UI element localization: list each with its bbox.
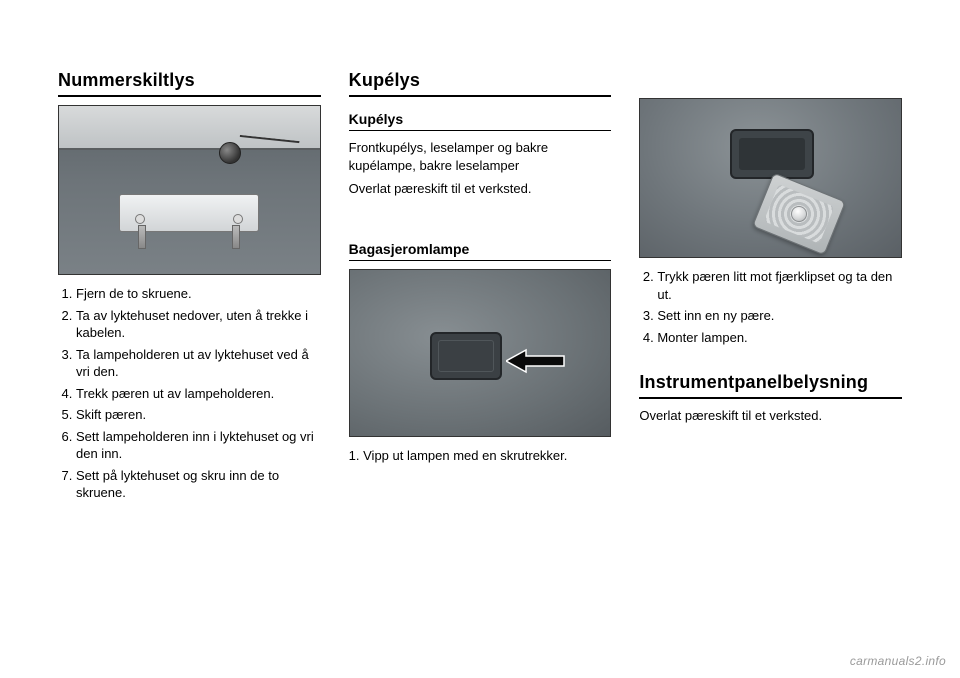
list-item: Sett inn en ny pære.	[657, 307, 902, 325]
col2-heading: Kupélys	[349, 70, 612, 97]
watermark: carmanuals2.info	[850, 654, 946, 668]
screw-icon	[135, 214, 145, 224]
col2-bottom-step: 1. Vipp ut lampen med en skrutrekker.	[349, 447, 612, 465]
arrow-icon	[506, 348, 566, 374]
lamp-lens	[119, 194, 259, 232]
body-paragraph: Overlat pæreskift til et verksted.	[639, 407, 902, 425]
body-paragraph: Overlat pæreskift til et verksted.	[349, 180, 612, 198]
col2-sub1-body: Frontkupélys, leselamper og bakre kupéla…	[349, 139, 612, 235]
column-2: Kupélys Kupélys Frontkupélys, leselamper…	[349, 70, 612, 630]
list-item: Trekk pæren ut av lampeholderen.	[76, 385, 321, 403]
column-1: Nummerskiltlys Fjern de to skruene. Ta a…	[58, 70, 321, 630]
body-paragraph: Frontkupélys, leselamper og bakre kupéla…	[349, 139, 612, 174]
figure-license-plate-light	[58, 105, 321, 275]
col1-heading: Nummerskiltlys	[58, 70, 321, 97]
list-item: Skift pæren.	[76, 406, 321, 424]
list-item: Fjern de to skruene.	[76, 285, 321, 303]
list-item: Ta av lyktehuset nedover, uten å trekke …	[76, 307, 321, 342]
screw-icon	[233, 214, 243, 224]
lamp-cavity-icon	[730, 129, 814, 179]
list-item: Sett lampeholderen inn i lyktehuset og v…	[76, 428, 321, 463]
list-item: Sett på lyktehuset og skru inn de to skr…	[76, 467, 321, 502]
column-3: Trykk pæren litt mot fjærklipset og ta d…	[639, 70, 902, 630]
arrow-polygon	[506, 350, 564, 372]
col3-body: Overlat pæreskift til et verksted.	[639, 407, 902, 425]
col1-steps: Fjern de to skruene. Ta av lyktehuset ne…	[58, 285, 321, 506]
figure-luggage-lamp-open	[639, 98, 902, 258]
bulb-socket-assembly	[199, 136, 269, 170]
figure-luggage-lamp-closed	[349, 269, 612, 437]
page: Nummerskiltlys Fjern de to skruene. Ta a…	[58, 70, 902, 630]
list-item: Trykk pæren litt mot fjærklipset og ta d…	[657, 268, 902, 303]
col2-subheading-2: Bagasjeromlampe	[349, 241, 612, 261]
list-item: Ta lampeholderen ut av lyktehuset ved å …	[76, 346, 321, 381]
col3-steps: Trykk pæren litt mot fjærklipset og ta d…	[639, 268, 902, 350]
col3-heading: Instrumentpanelbelysning	[639, 372, 902, 399]
col2-subheading-1: Kupélys	[349, 111, 612, 131]
bulb-socket-icon	[219, 142, 241, 164]
lamp-housing-icon	[430, 332, 502, 380]
list-item: Monter lampen.	[657, 329, 902, 347]
body-paragraph: 1. Vipp ut lampen med en skrutrekker.	[349, 447, 612, 465]
